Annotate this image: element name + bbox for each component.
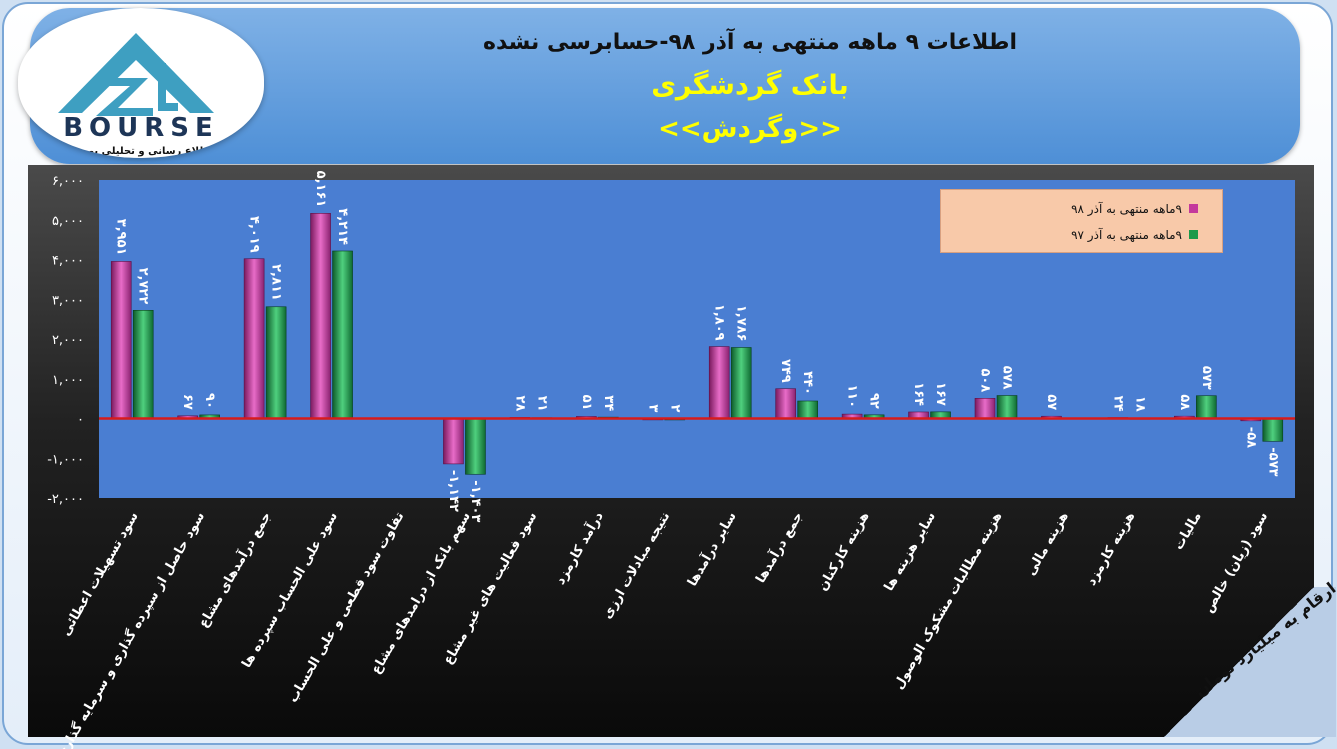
data-label: -۵۷۳ (1265, 447, 1280, 476)
data-label: ۱,۸۰۹ (712, 304, 727, 341)
category-label: هزینه مطالبات مشکوک الوصول (891, 510, 1005, 693)
category-label: هزینه کارکنان (815, 510, 872, 594)
data-label: ۳۴ (601, 395, 616, 411)
bar-97 (1262, 418, 1284, 442)
y-tick-label: ۰ (77, 413, 84, 428)
y-tick-label: ۶,۰۰۰ (52, 174, 84, 189)
data-label: ۹۰ (202, 393, 217, 409)
legend-swatch-97 (1189, 230, 1198, 239)
data-label: ۱,۷۸۶ (734, 305, 749, 342)
category-label: جمع درآمدها (752, 509, 807, 586)
data-label: ۶۷ (180, 394, 195, 410)
data-label: -۱,۴۰۳ (468, 480, 483, 522)
bar-97 (797, 400, 818, 419)
y-tick-label: ۲,۰۰۰ (52, 333, 84, 348)
y-tick-label: -۱,۰۰۰ (47, 452, 84, 467)
legend-label-98: ۹ماهه منتهی به آذر ۹۸ (1071, 202, 1182, 216)
company-name: بانک گردشگری (651, 70, 849, 101)
y-tick-label: ۴,۰۰۰ (52, 254, 84, 269)
logo-text: BOURSE (63, 113, 219, 143)
data-label: ۵,۱۶۱ (313, 171, 328, 208)
category-label: سود تسهیلات اعطائی (58, 510, 141, 639)
data-label: ۲۸ (512, 396, 527, 412)
bar-97 (332, 250, 353, 419)
data-label: ۱۶۷ (933, 382, 948, 406)
category-label: سایر هزینه ها (882, 510, 939, 594)
category-label: هزینه کارمزد (1084, 510, 1138, 589)
y-tick-label: -۲,۰۰۰ (47, 492, 84, 507)
bar-97 (1196, 395, 1217, 419)
unit-corner (1142, 587, 1336, 737)
data-label: ۲۴ (1110, 396, 1125, 412)
logo-digit2-icon (158, 63, 178, 111)
data-label: ۵۷۸ (1000, 366, 1015, 390)
bar-98 (310, 213, 331, 419)
data-label: ۴۴۰ (800, 371, 815, 395)
legend-swatch-98 (1189, 204, 1198, 213)
logo-triangle-icon (58, 33, 214, 113)
data-label: ۴,۲۱۴ (335, 208, 350, 245)
bar-97 (265, 306, 287, 419)
data-label: ۳,۹۵۱ (114, 219, 129, 256)
data-label: ۲,۸۱۱ (269, 264, 284, 301)
category-label: نتیجه مبادلات ارزی (600, 510, 673, 622)
data-label: ۵۸ (1177, 394, 1192, 410)
legend-label-97: ۹ماهه منتهی به آذر ۹۷ (1071, 228, 1182, 242)
data-label: ۹۲ (867, 393, 882, 409)
data-label: ۱۸ (1132, 396, 1147, 412)
bar-97 (730, 347, 752, 419)
page-title: اطلاعات ۹ ماهه منتهی به آذر ۹۸-حسابرسی ن… (482, 30, 1018, 55)
y-tick-label: ۵,۰۰۰ (52, 214, 84, 229)
legend-item-98: ۹ماهه منتهی به آذر ۹۸ (1071, 200, 1198, 218)
bar-98 (974, 398, 996, 419)
legend-item-97: ۹ماهه منتهی به آذر ۹۷ (1071, 226, 1198, 244)
data-label: ۴,۰۱۹ (247, 216, 262, 253)
category-label: مالیات (1171, 510, 1205, 553)
data-label: ۵۱ (579, 395, 594, 411)
category-label: هزینه مالی (1024, 510, 1072, 579)
y-tick-label: ۱,۰۰۰ (52, 373, 84, 388)
bar-98 (110, 261, 132, 419)
data-label: ۲۱ (534, 396, 549, 412)
data-label: ۲,۷۲۲ (136, 268, 151, 305)
category-label: تفاوت سود قطعی و علی الحساب (286, 510, 408, 706)
data-label: -۱,۱۴۲ (446, 470, 461, 512)
category-label: جمع درآمدهای مشاع (194, 509, 274, 631)
y-tick-label: ۳,۰۰۰ (52, 293, 84, 308)
legend: ۹ماهه منتهی به آذر ۹۸ ۹ماهه منتهی به آذر… (940, 189, 1223, 253)
bar-98 (708, 346, 730, 419)
category-label: درآمد کارمزد (551, 508, 607, 587)
data-label: ۳ (645, 404, 660, 412)
data-label: ۱۶۴ (911, 382, 926, 406)
ticker-symbol: <<وگردش>> (658, 114, 842, 144)
logo-digit-icon (96, 78, 153, 116)
bar-98 (775, 388, 796, 419)
data-label: ۷۴۹ (778, 359, 793, 383)
data-label: ۲ (667, 404, 682, 412)
data-label: ۵۷ (1044, 394, 1059, 410)
data-label: ۵۷۳ (1199, 366, 1214, 390)
data-label: ۵۰۸ (978, 368, 993, 392)
bar-97 (132, 310, 154, 419)
category-label: سایر درآمدها (683, 509, 739, 590)
data-label: ۱۱۰ (845, 384, 860, 408)
bar-98 (243, 258, 265, 419)
bourse-logo: BOURSE پایگاه اطلاع رسانی و تحلیلی بورس … (18, 8, 264, 158)
bar-97 (996, 395, 1018, 419)
data-label: -۵۸ (1243, 427, 1258, 448)
bar-97 (465, 418, 486, 475)
bar-98 (443, 418, 464, 465)
